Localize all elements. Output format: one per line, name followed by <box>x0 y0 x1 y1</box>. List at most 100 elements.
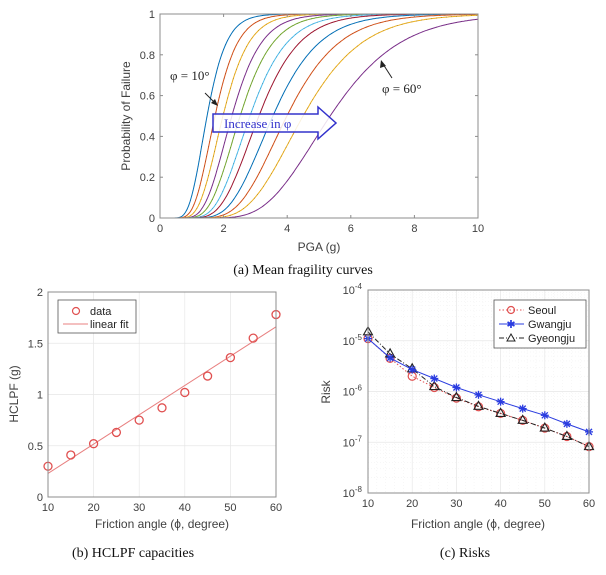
x-tick-label-c: 50 <box>539 498 551 510</box>
y-tick-label-b: 1 <box>37 390 43 402</box>
x-tick-label-c: 20 <box>406 498 418 510</box>
data-point-gwangju <box>474 390 483 399</box>
data-point-hclpf <box>248 333 258 343</box>
data-point-gyeongju <box>473 400 484 410</box>
star-stroke <box>563 420 571 428</box>
data-point-gwangju <box>408 365 417 374</box>
x-axis-label-b: Friction angle (ϕ, degree) <box>95 517 229 531</box>
increase-label: Increase in φ <box>224 116 291 131</box>
arrowhead-phi-10 <box>211 99 218 106</box>
x-axis-label-a: PGA (g) <box>298 240 341 254</box>
data-point-gwangju <box>430 374 439 383</box>
data-point-gyeongju <box>428 380 440 391</box>
x-ticks-c: 10 20 30 40 50 60 <box>362 498 595 510</box>
x-tick-label-c: 30 <box>450 498 462 510</box>
legend-c: Seoul ✱ Gwangju Gyeongju <box>493 299 587 349</box>
data-point-gwangju <box>540 411 549 420</box>
legend-marker-seoul <box>506 305 516 315</box>
x-tick-label-a: 2 <box>221 223 227 235</box>
data-point-gwangju <box>496 397 505 406</box>
y-axis-label-b: HCLPF (g) <box>7 365 21 422</box>
x-tick-label-a: 4 <box>284 223 290 235</box>
plot-frame-c <box>367 289 590 494</box>
data-point-seoul <box>451 393 461 403</box>
x-tick-label-b: 60 <box>270 502 282 514</box>
x-tick-label-b: 10 <box>42 502 54 514</box>
annotations-a: φ = 10° φ = 60° Increase in φ <box>170 60 422 141</box>
data-point-gwangju <box>518 404 527 413</box>
y-tick-label-a: 0.6 <box>140 91 155 103</box>
legend-label-gwangju: Gwangju <box>528 319 571 331</box>
legend-label-gyeongju: Gyeongju <box>528 333 575 345</box>
y-tick-label-a: 0.8 <box>140 50 155 62</box>
y-tick-label-a: 0.2 <box>140 172 155 184</box>
fragility-curve-mean-overlay-7 <box>160 13 478 219</box>
y-tick-label-c: 10-6 <box>343 384 363 399</box>
data-point-seoul <box>473 402 484 412</box>
y-tick-label-c: 10-5 <box>343 333 363 348</box>
data-points-b <box>43 309 281 471</box>
annotation-phi-10: φ = 10° <box>170 68 210 83</box>
panel-fragility-curves: 0 2 4 6 8 10 0 0.2 0.4 0.6 0.8 1 PGA (g) Probabili… <box>119 9 484 278</box>
data-point-gyeongju <box>450 391 462 402</box>
data-point-hclpf <box>225 352 236 363</box>
series-line-gyeongju <box>367 331 590 448</box>
y-ticks-c: 10-8 10-7 10-6 10-5 10-4 <box>343 282 363 500</box>
y-tick-label-a: 1 <box>149 9 155 21</box>
data-point-hclpf <box>180 387 190 398</box>
grid-c <box>367 289 590 494</box>
caption-b: (b) HCLPF capacities <box>72 546 194 561</box>
plot-frame-a <box>159 13 479 219</box>
y-axis-label-a: Probability of Failure <box>119 61 133 171</box>
x-tick-label-c: 10 <box>362 498 374 510</box>
star-stroke <box>452 384 460 391</box>
star-stroke <box>541 411 549 419</box>
y-tick-label-b: 0 <box>37 492 43 504</box>
caption-c: (c) Risks <box>440 546 490 561</box>
data-point-hclpf <box>88 439 99 449</box>
star-stroke <box>408 366 416 374</box>
x-axis-label-c: Friction angle (ϕ, degree) <box>411 517 545 531</box>
star-stroke <box>386 354 394 362</box>
legend-b: data linear fit <box>57 299 137 334</box>
legend-box-b <box>57 299 137 334</box>
arrowhead-phi-60 <box>380 60 386 68</box>
data-point-gwangju <box>386 353 395 362</box>
star-stroke <box>497 398 505 406</box>
fragility-curve-8 <box>160 13 478 219</box>
y-ticks-b: 0 0.5 1 1.5 2 <box>28 287 43 504</box>
data-point-hclpf <box>134 415 144 425</box>
data-point-hclpf <box>66 450 76 460</box>
x-tick-label-b: 20 <box>87 502 99 514</box>
data-point-gwangju <box>452 383 461 392</box>
y-tick-label-a: 0.4 <box>140 131 155 143</box>
data-point-gwangju <box>562 419 571 428</box>
data-point-gyeongju <box>495 407 507 417</box>
x-tick-label-a: 8 <box>411 223 417 235</box>
x-tick-label-a: 0 <box>157 223 163 235</box>
plot-frame-b <box>47 291 277 498</box>
data-point-seoul <box>429 382 439 393</box>
star-stroke <box>475 391 482 399</box>
linear-fit-line <box>47 326 277 474</box>
x-tick-label-b: 50 <box>224 502 236 514</box>
y-tick-label-c: 10-4 <box>343 282 363 297</box>
legend-marker-gyeongju <box>506 332 516 342</box>
x-ticks-a: 0 2 4 6 8 10 <box>157 14 484 235</box>
x-tick-label-b: 40 <box>179 502 191 514</box>
x-tick-label-b: 30 <box>133 502 145 514</box>
legend-label-seoul: Seoul <box>528 305 556 317</box>
linear-fit-b <box>47 326 277 474</box>
increase-arrow-box <box>212 105 338 141</box>
y-tick-label-b: 1.5 <box>28 338 43 350</box>
panel-hclpf: 10 20 30 40 50 60 0 0.5 1 1.5 2 Friction angle (ϕ… <box>7 287 282 561</box>
y-tick-label-a: 0 <box>149 213 155 225</box>
y-axis-label-c: Risk <box>319 379 333 403</box>
x-tick-label-c: 40 <box>494 498 506 510</box>
data-point-gyeongju <box>539 421 551 432</box>
x-tick-label-a: 10 <box>472 223 484 235</box>
data-point-gyeongju <box>561 430 573 441</box>
panel-risks: 10 20 30 40 50 60 10-8 10-7 10-6 10-5 10-4 Fricti… <box>319 282 595 561</box>
data-point-gyeongju <box>517 414 529 424</box>
